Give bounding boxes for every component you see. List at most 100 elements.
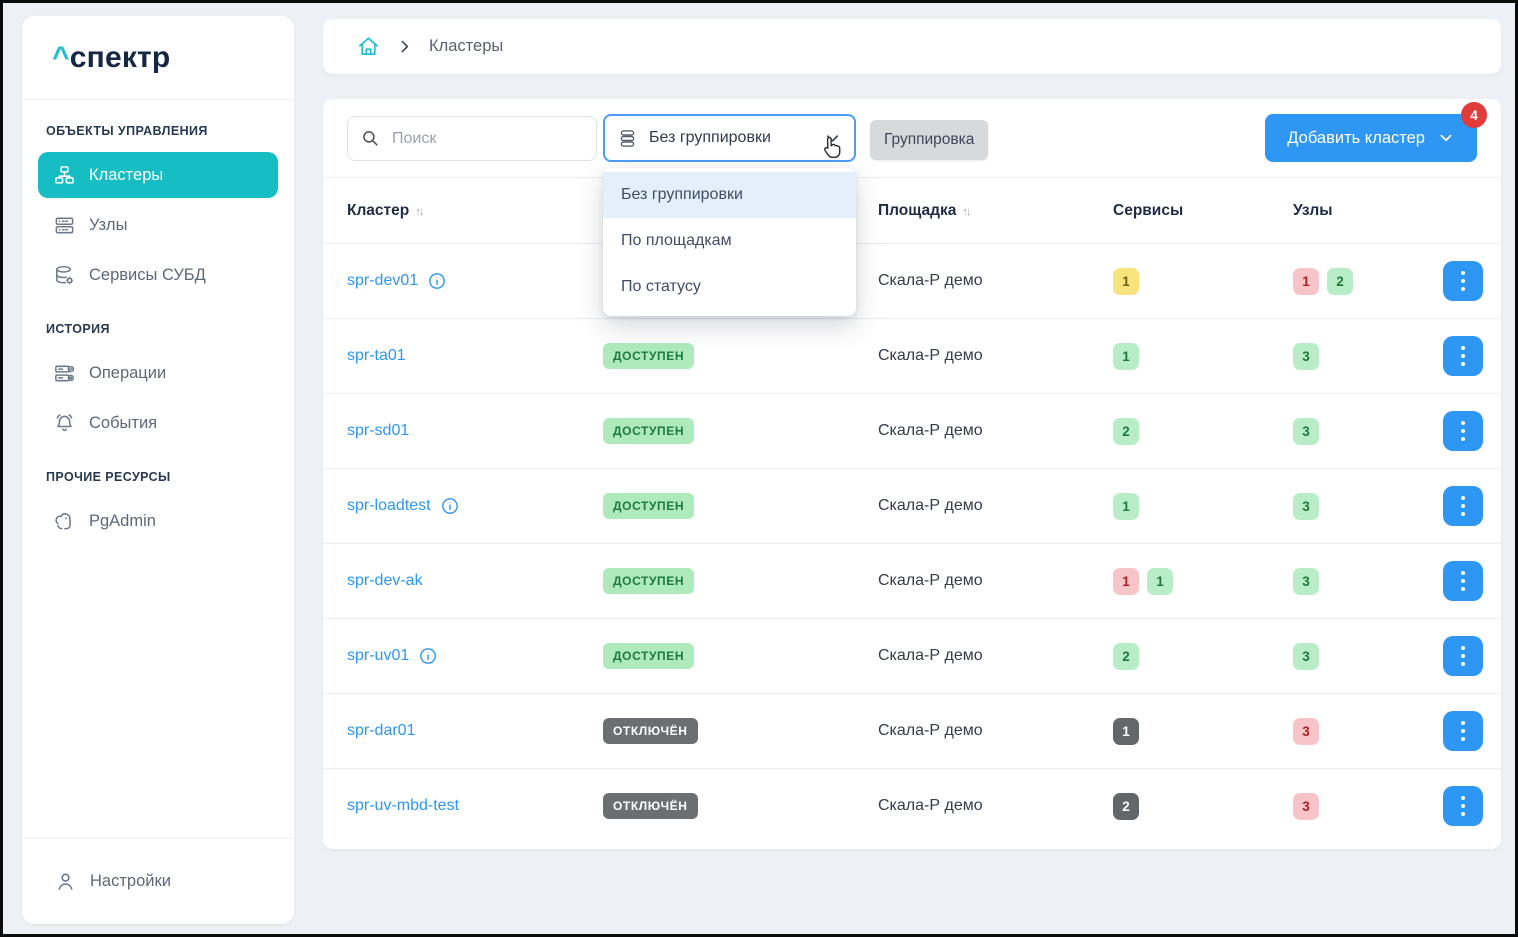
row-actions-button[interactable]: [1443, 336, 1483, 376]
section-title-management: ОБЪЕКТЫ УПРАВЛЕНИЯ: [46, 124, 208, 138]
clusters-icon: [52, 164, 76, 187]
table-row: spr-ta01 ДОСТУПЕН Скала-Р демо 1 3: [323, 318, 1501, 393]
sidebar-item-operations[interactable]: Операции: [38, 350, 278, 396]
table-row: spr-dev-ak ДОСТУПЕН Скала-Р демо 1 1 3: [323, 543, 1501, 618]
sidebar-item-pgadmin[interactable]: PgAdmin: [38, 498, 278, 544]
nodes-cell: 3: [1293, 492, 1443, 520]
kebab-icon: [1461, 796, 1465, 800]
section-title-other-resources: ПРОЧИЕ РЕСУРСЫ: [46, 470, 171, 484]
grouping-option-by-site[interactable]: По площадкам: [621, 232, 732, 249]
services-cell: 1: [1113, 717, 1293, 745]
pgadmin-elephant-icon: [52, 510, 76, 533]
count-badge: 3: [1293, 792, 1319, 820]
kebab-icon: [1461, 721, 1465, 725]
site-cell: Скала-Р демо: [878, 722, 983, 739]
sort-icon: ↑↓: [415, 205, 424, 218]
count-badge: 3: [1293, 717, 1319, 745]
row-actions-button[interactable]: [1443, 636, 1483, 676]
nodes-icon: [52, 214, 76, 237]
count-badge: 1: [1113, 267, 1139, 295]
sort-icon: ↑↓: [962, 205, 971, 218]
count-badge: 3: [1293, 417, 1319, 445]
row-actions-button[interactable]: [1443, 486, 1483, 526]
table-row: spr-sd01 ДОСТУПЕН Скала-Р демо 2 3: [323, 393, 1501, 468]
home-icon[interactable]: [357, 35, 380, 58]
services-cell: 1: [1113, 492, 1293, 520]
sidebar-item-clusters[interactable]: Кластеры: [38, 152, 278, 198]
column-header-site[interactable]: Площадка ↑↓: [878, 201, 971, 219]
info-icon[interactable]: [418, 646, 438, 666]
row-actions-button[interactable]: [1443, 411, 1483, 451]
site-cell: Скала-Р демо: [878, 347, 983, 364]
table-header: Кластер ↑↓ Площадка ↑↓ Сервисы Узлы: [323, 178, 1501, 243]
services-cell: 2: [1113, 642, 1293, 670]
table-body: spr-dev01 Скала-Р демо 1 1 2 spr-ta01 ДОСТУПЕН…: [323, 243, 1501, 843]
search-input[interactable]: [390, 128, 609, 149]
add-cluster-button[interactable]: Добавить кластер: [1265, 114, 1477, 162]
chevron-right-icon: [396, 38, 413, 55]
sidebar-nav: ОБЪЕКТЫ УПРАВЛЕНИЯ Кластеры: [22, 100, 294, 838]
services-cell: 1: [1113, 342, 1293, 370]
grouping-select-value: Без группировки: [649, 129, 771, 146]
count-badge: 1: [1113, 342, 1139, 370]
operations-icon: [52, 362, 76, 385]
user-icon: [54, 870, 77, 893]
count-badge: 1: [1113, 492, 1139, 520]
row-actions-button[interactable]: [1443, 561, 1483, 601]
nodes-cell: 3: [1293, 567, 1443, 595]
row-actions-button[interactable]: [1443, 786, 1483, 826]
column-header-cluster[interactable]: Кластер ↑↓: [347, 201, 424, 219]
info-icon[interactable]: [440, 496, 460, 516]
sidebar-item-settings[interactable]: Настройки: [22, 838, 294, 924]
cluster-link[interactable]: spr-uv-mbd-test: [347, 797, 460, 814]
grouping-option-none[interactable]: Без группировки: [603, 172, 856, 218]
table-row: spr-uv-mbd-test ОТКЛЮЧЁН Скала-Р демо 2 3: [323, 768, 1501, 843]
status-badge: ДОСТУПЕН: [603, 493, 695, 519]
search-icon: [361, 129, 380, 148]
chevron-down-icon: [1437, 129, 1455, 147]
logo-name: спектр: [69, 40, 171, 74]
cluster-link[interactable]: spr-dar01: [347, 722, 416, 739]
cluster-link[interactable]: spr-loadtest: [347, 497, 431, 514]
cluster-link[interactable]: spr-sd01: [347, 422, 410, 439]
sidebar: ^спектр ОБЪЕКТЫ УПРАВЛЕНИЯ Кластеры: [22, 16, 294, 924]
cluster-link[interactable]: spr-uv01: [347, 647, 410, 664]
count-badge: 3: [1293, 492, 1319, 520]
status-badge: ОТКЛЮЧЁН: [603, 793, 698, 819]
info-icon[interactable]: [427, 271, 447, 291]
logo-caret: ^: [52, 40, 70, 74]
sidebar-item-label: События: [89, 413, 158, 432]
grouping-select[interactable]: Без группировки: [603, 114, 856, 162]
status-badge: ДОСТУПЕН: [603, 418, 695, 444]
count-badge: 2: [1113, 642, 1139, 670]
column-header-services: Сервисы: [1113, 201, 1184, 219]
kebab-icon: [1461, 646, 1465, 650]
sidebar-item-db-services[interactable]: Сервисы СУБД: [38, 252, 278, 298]
notification-badge: 4: [1461, 102, 1487, 128]
grouping-menu: Без группировки По площадкам По статусу: [603, 168, 856, 316]
cluster-link[interactable]: spr-ta01: [347, 347, 406, 364]
column-header-nodes: Узлы: [1293, 201, 1333, 219]
count-badge: 2: [1113, 417, 1139, 445]
count-badge: 1: [1147, 567, 1173, 595]
sidebar-item-nodes[interactable]: Узлы: [38, 202, 278, 248]
search-field: [347, 116, 609, 161]
site-cell: Скала-Р демо: [878, 797, 983, 814]
cluster-link[interactable]: spr-dev01: [347, 272, 419, 289]
count-badge: 2: [1327, 267, 1353, 295]
sidebar-item-events[interactable]: События: [38, 400, 278, 446]
kebab-icon: [1461, 271, 1465, 275]
nodes-cell: 3: [1293, 342, 1443, 370]
row-actions-button[interactable]: [1443, 261, 1483, 301]
grouping-option-by-status[interactable]: По статусу: [621, 278, 701, 295]
table-row: spr-dar01 ОТКЛЮЧЁН Скала-Р демо 1 3: [323, 693, 1501, 768]
chevron-down-icon: [823, 129, 842, 148]
status-badge: ОТКЛЮЧЁН: [603, 718, 698, 744]
count-badge: 3: [1293, 642, 1319, 670]
row-actions-button[interactable]: [1443, 711, 1483, 751]
sidebar-item-label: Операции: [89, 363, 167, 382]
status-badge: ДОСТУПЕН: [603, 343, 695, 369]
events-bell-icon: [52, 412, 76, 435]
cluster-link[interactable]: spr-dev-ak: [347, 572, 423, 589]
